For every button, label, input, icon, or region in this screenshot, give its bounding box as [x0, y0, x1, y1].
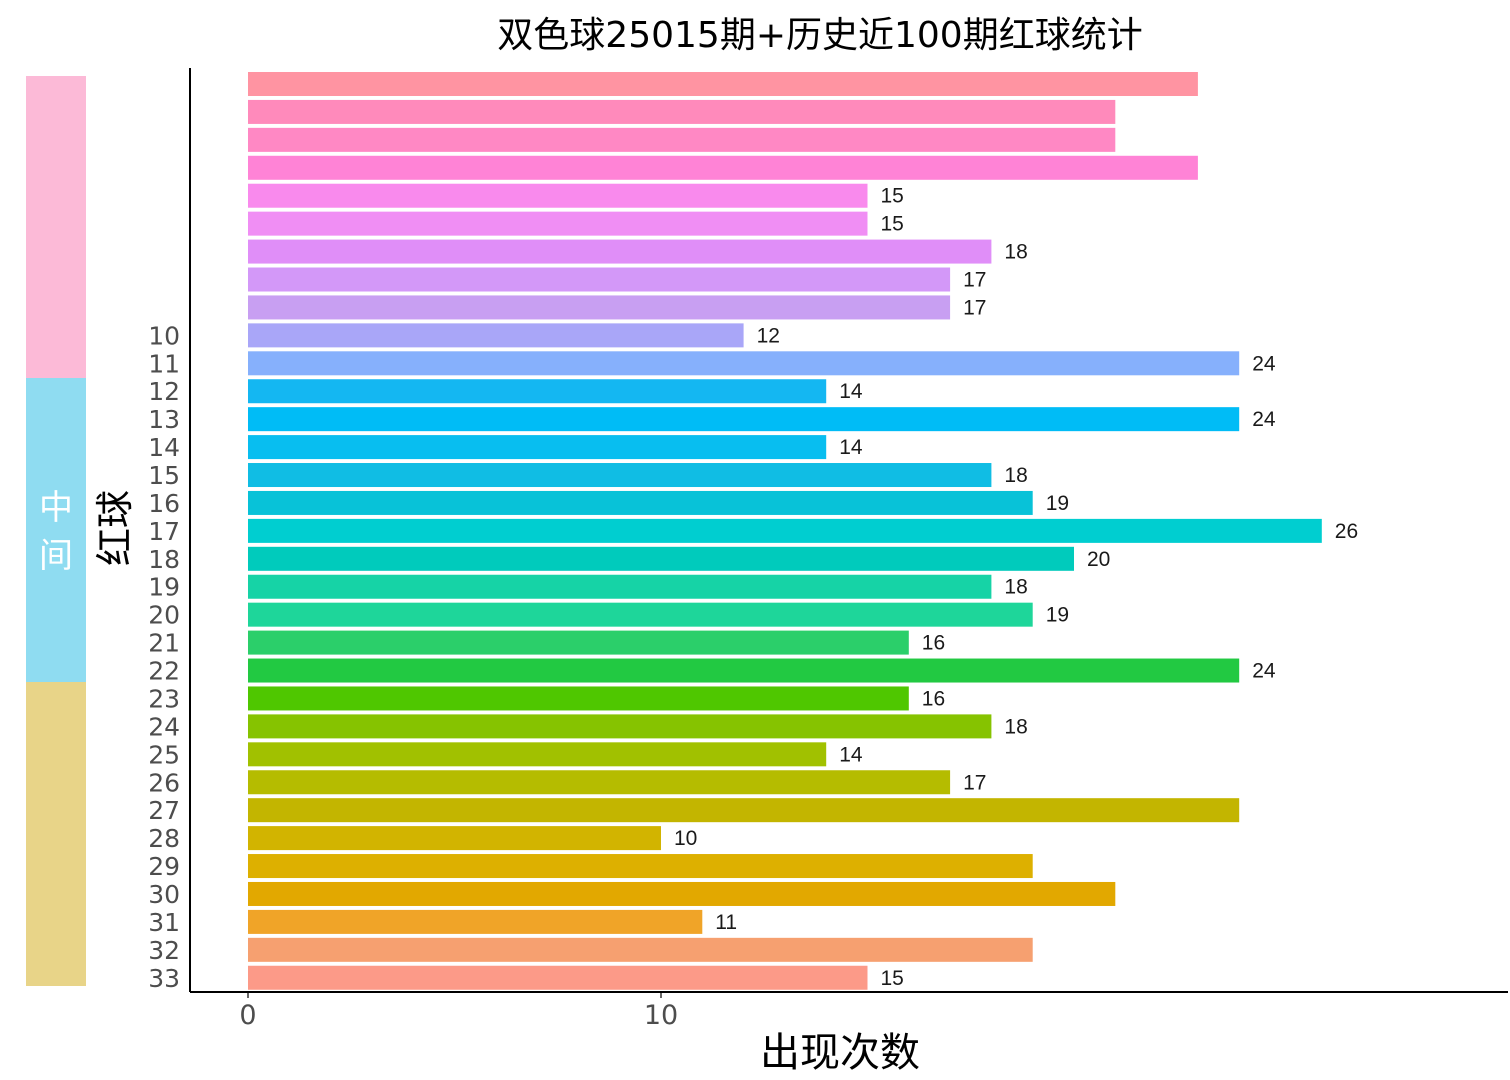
y-tick-label: 27	[148, 796, 180, 825]
data-label: 18	[1004, 576, 1027, 599]
bar-ball-14	[248, 435, 827, 460]
y-tick-label: 17	[148, 517, 180, 546]
bar-ball-16	[248, 490, 1033, 515]
x-axis-title: 出现次数	[760, 1030, 920, 1076]
y-tick-label: 20	[148, 601, 180, 630]
bar-ball-8	[248, 267, 951, 292]
bar-ball-17	[248, 518, 1322, 543]
zone-bar-high	[26, 682, 86, 986]
y-tick-labels: 1011121314151617181920212223242526272829…	[148, 321, 180, 992]
bar-ball-2	[248, 99, 1116, 124]
bar-ball-10	[248, 323, 744, 348]
bar-ball-18	[248, 546, 1074, 571]
y-tick-label: 13	[148, 405, 180, 434]
y-tick-label: 32	[148, 936, 180, 965]
bar-ball-31	[248, 909, 703, 934]
zone-bar-middle	[26, 378, 86, 682]
bar-ball-11	[248, 351, 1240, 376]
y-tick-label: 30	[148, 880, 180, 909]
y-axis-title: 红球	[93, 490, 137, 566]
bar-ball-26	[248, 770, 951, 795]
data-label: 24	[1252, 408, 1276, 431]
y-tick-label: 12	[148, 377, 180, 406]
y-tick-label: 24	[148, 712, 180, 741]
y-tick-label: 25	[148, 740, 180, 769]
bar-ball-3	[248, 127, 1116, 152]
y-tick-label: 14	[148, 433, 180, 462]
bars	[248, 72, 1322, 990]
y-tick-label: 22	[148, 657, 180, 686]
bar-ball-12	[248, 379, 827, 404]
data-label: 17	[963, 269, 986, 292]
data-label: 26	[1335, 520, 1358, 543]
data-label: 15	[881, 213, 904, 236]
data-label: 24	[1252, 352, 1276, 375]
y-tick-label: 31	[148, 908, 180, 937]
data-label: 19	[1046, 492, 1069, 515]
bar-ball-4	[248, 155, 1198, 180]
zone-label-middle: 中间	[39, 488, 73, 576]
data-label: 11	[715, 911, 737, 934]
bar-ball-15	[248, 463, 992, 488]
bar-ball-22	[248, 658, 1240, 683]
bar-ball-33	[248, 965, 868, 990]
bar-ball-28	[248, 826, 661, 851]
data-label: 14	[839, 743, 863, 766]
data-label: 17	[963, 771, 986, 794]
data-label: 10	[674, 827, 697, 850]
data-label: 16	[922, 632, 945, 655]
y-tick-label: 33	[148, 964, 180, 993]
y-tick-label: 19	[148, 573, 180, 602]
bar-ball-7	[248, 239, 992, 264]
y-tick-label: 28	[148, 824, 180, 853]
y-tick-label: 16	[148, 489, 180, 518]
data-label: 15	[881, 967, 904, 990]
bar-ball-21	[248, 630, 909, 655]
data-label: 14	[839, 380, 863, 403]
bar-ball-29	[248, 854, 1033, 879]
x-tick-labels: 0 10	[239, 992, 678, 1031]
chart-title: 双色球25015期+历史近100期红球统计	[497, 15, 1143, 56]
zone-bar-low	[26, 76, 86, 378]
x-tick-label: 0	[239, 1000, 256, 1031]
data-label: 12	[757, 324, 780, 347]
bar-ball-1	[248, 72, 1198, 96]
bar-ball-13	[248, 407, 1240, 432]
bar-ball-6	[248, 211, 868, 236]
bar-ball-27	[248, 798, 1240, 823]
bar-ball-5	[248, 183, 868, 208]
bar-ball-24	[248, 714, 992, 739]
y-tick-label: 21	[148, 629, 180, 658]
data-label: 19	[1046, 604, 1069, 627]
y-tick-label: 26	[148, 768, 180, 797]
bar-ball-23	[248, 686, 909, 711]
data-label: 24	[1252, 660, 1276, 683]
data-label: 15	[881, 185, 904, 208]
data-label: 17	[963, 296, 986, 319]
x-tick-label: 10	[644, 1000, 678, 1031]
y-tick-label: 15	[148, 461, 180, 490]
data-label: 18	[1004, 241, 1027, 264]
bar-ball-9	[248, 295, 951, 320]
y-tick-label: 18	[148, 545, 180, 574]
bar-ball-20	[248, 602, 1033, 627]
bar-ball-25	[248, 742, 827, 767]
data-label: 16	[922, 687, 945, 710]
data-label: 18	[1004, 715, 1027, 738]
y-tick-label: 10	[148, 321, 180, 350]
data-label: 20	[1087, 548, 1110, 571]
data-labels: 15 15 18 17 17 12 24 14 24 14 18 19 26 20 18 19 16 24 16 18…	[674, 185, 1358, 990]
data-label: 14	[839, 436, 863, 459]
bar-ball-19	[248, 574, 992, 599]
bar-ball-30	[248, 881, 1116, 906]
y-tick-label: 29	[148, 852, 180, 881]
y-tick-label: 11	[148, 349, 180, 378]
y-tick-label: 23	[148, 684, 180, 713]
data-label: 18	[1004, 464, 1027, 487]
bar-ball-32	[248, 937, 1033, 962]
